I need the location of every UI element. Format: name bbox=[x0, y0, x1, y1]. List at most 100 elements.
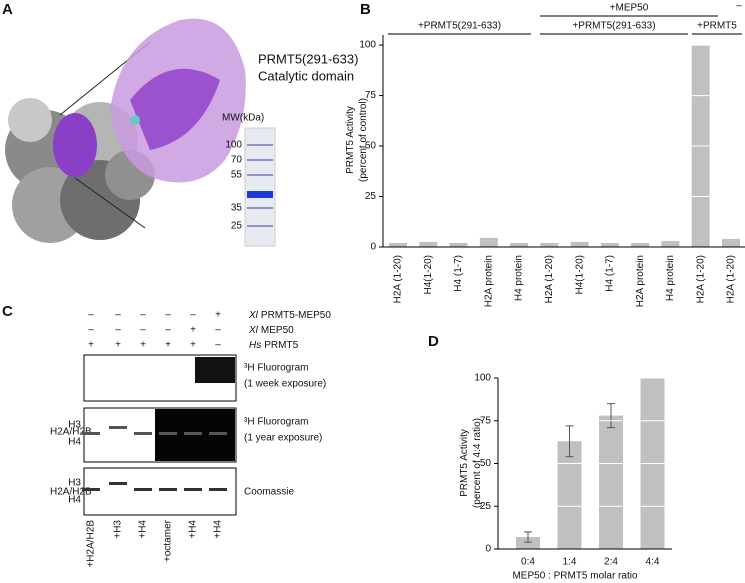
x-tick-label: H2A (1-20) bbox=[393, 255, 404, 303]
lane-label: +H4 bbox=[213, 520, 224, 539]
x-tick-label: H4 (1-7) bbox=[453, 255, 464, 292]
marker-label: 25 bbox=[231, 221, 243, 232]
sign: – bbox=[115, 310, 121, 321]
sign: – bbox=[190, 310, 196, 321]
blot-label: ³H Fluorogram bbox=[244, 417, 308, 428]
sign: – bbox=[165, 310, 171, 321]
sign: – bbox=[88, 310, 94, 321]
y-tick-label: 50 bbox=[480, 458, 492, 469]
bar bbox=[540, 242, 559, 247]
band-label: H4 bbox=[68, 437, 81, 448]
x-tick-label: H4(1-20) bbox=[423, 255, 434, 294]
marker-band bbox=[247, 144, 273, 146]
panel-letter: D bbox=[428, 333, 439, 350]
sign: – bbox=[215, 325, 221, 336]
y-label-line: (percent of control) bbox=[358, 98, 369, 182]
band-label: H3 bbox=[68, 478, 81, 489]
sign: – bbox=[115, 325, 121, 336]
marker-label: 35 bbox=[231, 203, 243, 214]
y-axis-label: PRMT5 Activity (percent of control) bbox=[345, 98, 369, 182]
group-label: – bbox=[736, 1, 742, 12]
x-tick-label: H4 protein bbox=[514, 255, 525, 301]
blot-signal bbox=[195, 357, 235, 383]
x-tick-label: H2A protein bbox=[483, 255, 494, 307]
bar bbox=[449, 242, 468, 247]
structure-subtitle: Catalytic domain bbox=[258, 68, 354, 83]
bar bbox=[516, 537, 540, 549]
sign: + bbox=[215, 310, 221, 321]
condition-label: Hs PRMT5 bbox=[249, 340, 299, 351]
protein: PRMT5 bbox=[264, 340, 298, 351]
y-tick-label: 0 bbox=[485, 544, 491, 555]
gel-label: MW(kDa) bbox=[222, 113, 264, 124]
panel-letter: C bbox=[2, 303, 13, 320]
bar bbox=[510, 242, 529, 247]
species: Xl bbox=[248, 325, 259, 336]
y-tick-label: 50 bbox=[365, 141, 377, 152]
lane-band bbox=[82, 488, 100, 491]
band-label: H2A/H2B bbox=[50, 487, 92, 498]
lane-label: +octamer bbox=[163, 519, 174, 562]
lane-label: +H2A/H2B bbox=[86, 520, 97, 568]
sign: + bbox=[115, 340, 121, 351]
y-label-line: (percent of 4:4 ratio) bbox=[472, 418, 483, 508]
structure bbox=[5, 18, 246, 243]
band-label: H2A/H2B bbox=[50, 427, 92, 438]
x-tick-label: H2A (1-20) bbox=[544, 255, 555, 303]
gel-band bbox=[247, 191, 273, 198]
bar bbox=[599, 415, 623, 549]
x-tick-label: H4 (1-7) bbox=[605, 255, 616, 292]
bar bbox=[419, 241, 438, 247]
condition-label: Xl PRMT5-MEP50 bbox=[248, 310, 331, 321]
x-tick-label: H4(1-20) bbox=[574, 255, 585, 294]
bar bbox=[479, 237, 498, 247]
panel-letter: A bbox=[2, 1, 13, 18]
marker-label: 70 bbox=[231, 155, 243, 166]
sign: – bbox=[88, 325, 94, 336]
group-label: +PRMT5(291-633) bbox=[418, 21, 501, 32]
error-bar bbox=[607, 403, 615, 429]
bar bbox=[661, 240, 680, 247]
marker-label: 100 bbox=[225, 140, 242, 151]
band-label: H4 bbox=[68, 495, 81, 506]
protein: PRMT5-MEP50 bbox=[261, 310, 331, 321]
species: Hs bbox=[249, 340, 261, 351]
blot-label: Coomassie bbox=[244, 487, 294, 498]
x-tick-label: H2A (1-20) bbox=[695, 255, 706, 303]
bar bbox=[557, 441, 582, 549]
lane-band bbox=[184, 488, 202, 491]
structure-title: PRMT5(291-633) bbox=[258, 51, 358, 66]
x-tick-label: H2A protein bbox=[635, 255, 646, 307]
lane-band bbox=[159, 432, 177, 435]
y-tick-label: 25 bbox=[480, 501, 492, 512]
blot-label: (1 week exposure) bbox=[244, 379, 326, 390]
marker-band bbox=[247, 207, 273, 209]
bar bbox=[570, 241, 589, 247]
y-label-line: PRMT5 Activity bbox=[345, 106, 356, 174]
blot bbox=[83, 467, 237, 516]
marker-band bbox=[247, 159, 273, 161]
y-label-line: PRMT5 Activity bbox=[459, 429, 470, 497]
lane-band bbox=[209, 432, 227, 435]
x-axis-label: MEP50 : PRMT5 molar ratio bbox=[512, 571, 637, 582]
lane-band bbox=[134, 432, 152, 435]
x-tick-label: 1:4 bbox=[563, 557, 577, 568]
sign: – bbox=[140, 325, 146, 336]
marker-band bbox=[247, 225, 273, 227]
lane-label: +H4 bbox=[188, 520, 199, 539]
blot-label: (1 year exposure) bbox=[244, 433, 322, 444]
x-tick-label: 4:4 bbox=[646, 557, 660, 568]
bar bbox=[631, 242, 650, 247]
sign: – bbox=[215, 340, 221, 351]
marker-band bbox=[247, 174, 273, 176]
bar bbox=[389, 242, 407, 247]
sign: – bbox=[165, 325, 171, 336]
sign: + bbox=[190, 340, 196, 351]
y-tick-label: 75 bbox=[365, 90, 377, 101]
lane-band bbox=[109, 426, 127, 429]
species: Xl bbox=[248, 310, 259, 321]
y-tick-label: 75 bbox=[480, 415, 492, 426]
sign: + bbox=[88, 340, 94, 351]
lane-band bbox=[159, 488, 177, 491]
